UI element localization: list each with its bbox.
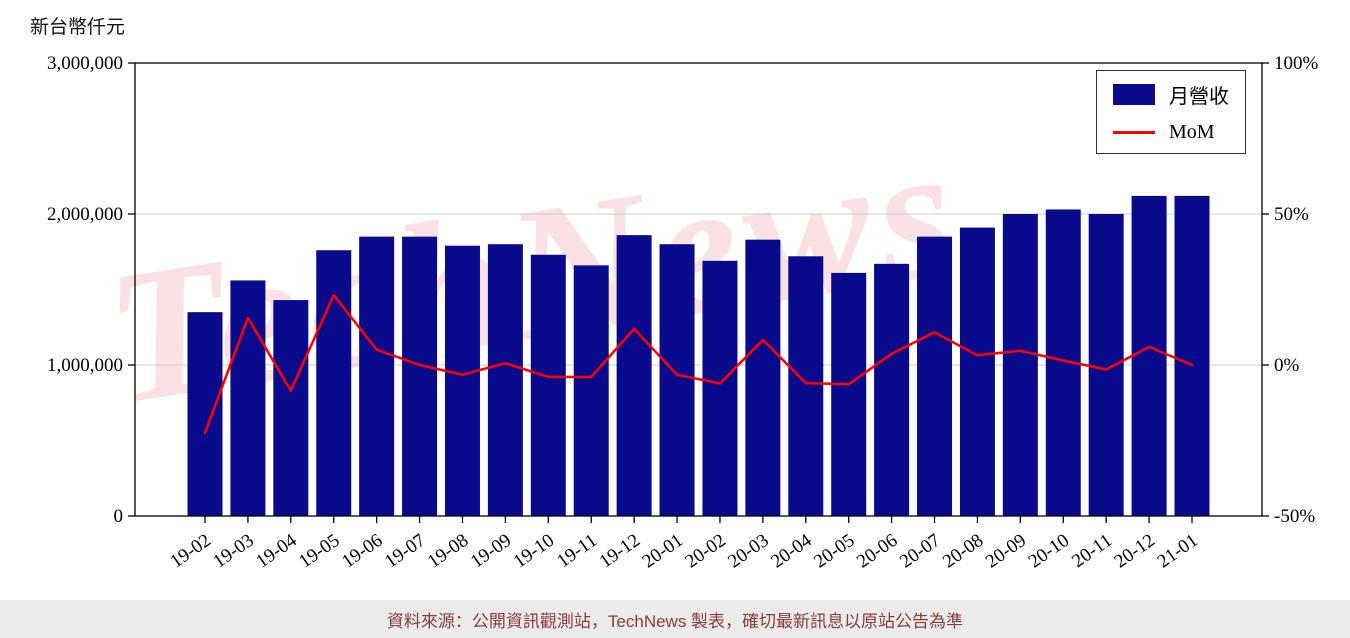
legend-item-monthly-revenue: 月營收	[1113, 80, 1229, 109]
revenue-bar	[874, 263, 910, 516]
left-tick-label: 1,000,000	[47, 355, 123, 376]
mom-line-swatch	[1113, 131, 1155, 134]
revenue-bar	[316, 250, 352, 517]
revenue-bar	[959, 227, 995, 516]
x-tick-label: 19-09	[467, 530, 515, 573]
revenue-bar	[402, 236, 438, 516]
revenue-bar	[573, 265, 609, 516]
revenue-bar	[273, 300, 309, 516]
revenue-bar	[530, 254, 566, 516]
revenue-bar	[788, 256, 824, 516]
right-tick-label: 0%	[1274, 355, 1300, 376]
legend-label-revenue: 月營收	[1169, 86, 1229, 108]
x-tick-label: 19-05	[295, 530, 343, 573]
x-tick-label: 19-11	[553, 530, 601, 572]
x-tick-label: 19-03	[209, 530, 257, 573]
plot-frame	[134, 62, 1263, 517]
legend: 月營收 MoM	[1096, 70, 1246, 154]
right-tick-label: -50%	[1274, 506, 1315, 527]
revenue-bar	[1002, 214, 1038, 516]
right-tick-label: 100%	[1274, 53, 1319, 74]
revenue-bar	[1174, 195, 1210, 516]
x-tick-label: 20-06	[853, 530, 901, 573]
revenue-bar	[359, 236, 395, 516]
x-tick-label: 20-09	[982, 530, 1030, 573]
revenue-bar	[702, 260, 738, 516]
x-tick-label: 20-01	[639, 530, 687, 573]
source-footer: 資料來源：公開資訊觀測站，TechNews 製表，確切最新訊息以原站公告為準	[0, 600, 1350, 638]
x-tick-label: 19-04	[252, 530, 301, 573]
x-tick-label: 20-10	[1025, 530, 1073, 573]
revenue-bar	[831, 272, 867, 516]
source-text: 資料來源：公開資訊觀測站，TechNews 製表，確切最新訊息以原站公告為準	[386, 611, 964, 631]
legend-label-mom: MoM	[1169, 121, 1215, 143]
revenue-bar-swatch	[1113, 84, 1155, 105]
revenue-bar	[487, 244, 523, 516]
left-tick-label: 2,000,000	[47, 204, 123, 225]
x-tick-label: 20-07	[896, 530, 944, 573]
monthly-revenue-mom-chart: 0 1,000,000 2,000,000 3,000,000 -50% 0% 50% 100…	[47, 53, 1319, 573]
x-tick-label: 20-05	[810, 530, 858, 573]
x-tick-label: 20-04	[767, 530, 816, 573]
x-tick-label: 20-02	[681, 530, 729, 573]
mom-line	[203, 293, 1194, 435]
revenue-bar	[616, 235, 652, 516]
x-tick-label: 20-11	[1068, 530, 1116, 572]
revenue-bar	[444, 245, 480, 516]
right-tick-label: 50%	[1274, 204, 1309, 225]
x-tick-label: 19-08	[424, 530, 472, 573]
x-tick-label: 21-01	[1154, 530, 1202, 573]
y-axis-title: 新台幣仟元	[30, 17, 126, 38]
legend-item-mom: MoM	[1113, 121, 1229, 144]
revenue-bar	[1131, 195, 1167, 516]
revenue-bar	[187, 312, 223, 516]
x-tick-label: 20-08	[939, 530, 987, 573]
x-tick-label: 19-12	[596, 530, 644, 573]
x-tick-label: 19-02	[167, 530, 215, 573]
revenue-bar	[745, 239, 781, 517]
left-tick-label: 3,000,000	[47, 53, 123, 74]
revenue-bar	[1088, 214, 1124, 516]
left-tick-label: 0	[114, 506, 124, 527]
x-tick-label: 19-06	[338, 530, 386, 573]
x-tick-label: 19-07	[381, 530, 429, 573]
x-tick-label: 20-03	[724, 530, 772, 573]
chart-container: TechNews 01,000,0002,000,0003,000,000-50…	[30, 17, 1319, 573]
x-tick-label: 20-12	[1111, 530, 1159, 573]
revenue-bar	[230, 280, 266, 516]
revenue-bar	[659, 244, 695, 516]
x-tick-label: 19-10	[510, 530, 558, 573]
revenue-bar	[917, 236, 953, 516]
